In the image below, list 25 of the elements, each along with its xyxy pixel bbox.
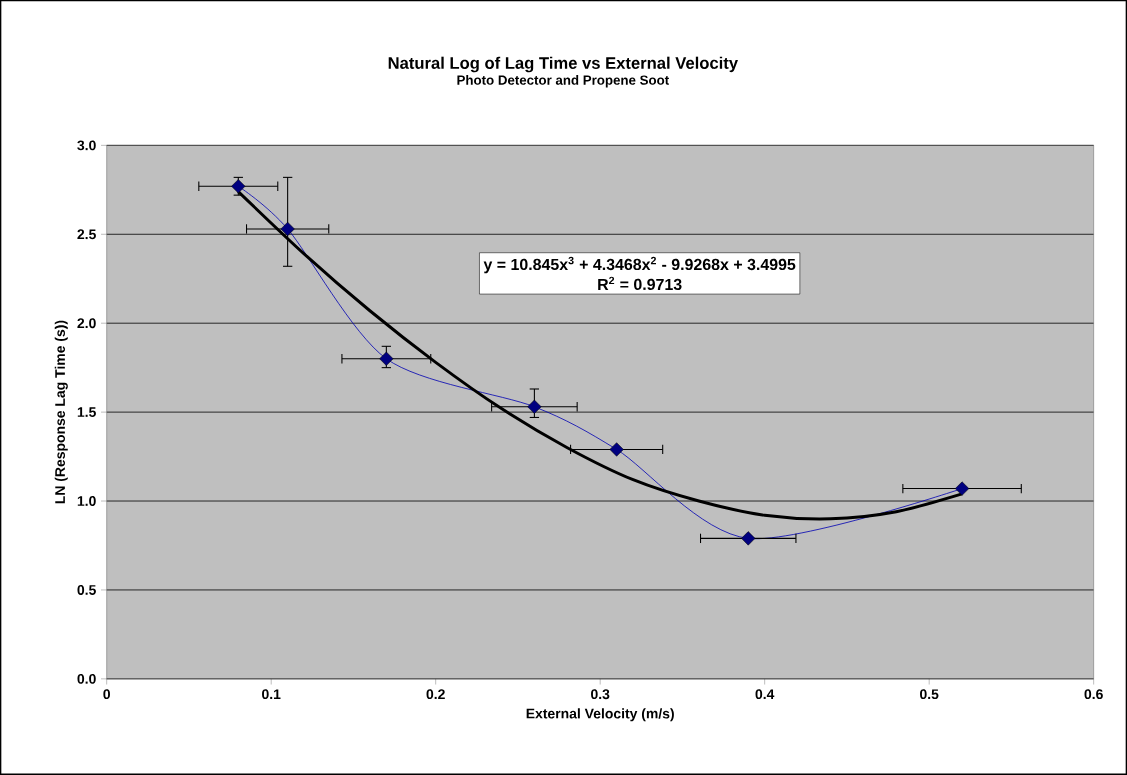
- point: [741, 531, 756, 546]
- y-tick-label: 2.5: [77, 229, 96, 240]
- annotation: y = 10.845x$^{3}$ + 4.3468x$^{2}$ - 9.9268x + 3.4995: [483, 256, 796, 274]
- y-tick-label: 2.0: [77, 318, 96, 329]
- y-tick-label: 1.0: [77, 496, 96, 507]
- x-tick-label: 0.5: [920, 689, 939, 700]
- x-axis-title: External Velocity (m/s): [526, 708, 674, 722]
- x-tick-label: 0.2: [426, 689, 445, 700]
- chart-subtitle: Photo Detector and Propene Soot: [457, 75, 669, 88]
- y-tick-label: 0.5: [77, 585, 96, 595]
- point: [527, 399, 542, 414]
- x-tick-label: 0.4: [755, 689, 775, 700]
- x-tick-label: 0: [103, 689, 111, 700]
- x-tick-label: 0.3: [591, 689, 610, 700]
- chart-title: Natural Log of Lag Time vs External Velocity: [388, 56, 738, 73]
- x-tick-label: 0.6: [1084, 689, 1103, 700]
- y-axis-title: LN (Response Lag Time (s)): [54, 320, 68, 504]
- point: [955, 481, 970, 496]
- y-tick-label: 1.5: [77, 407, 96, 418]
- point: [280, 221, 295, 237]
- y-tick-label: 3.0: [77, 140, 96, 151]
- y-tick-label: 0.0: [77, 673, 96, 684]
- point: [609, 442, 624, 457]
- x-tick-label: 0.1: [262, 689, 281, 700]
- annotation: R$^{2}$ = 0.9713: [598, 276, 682, 291]
